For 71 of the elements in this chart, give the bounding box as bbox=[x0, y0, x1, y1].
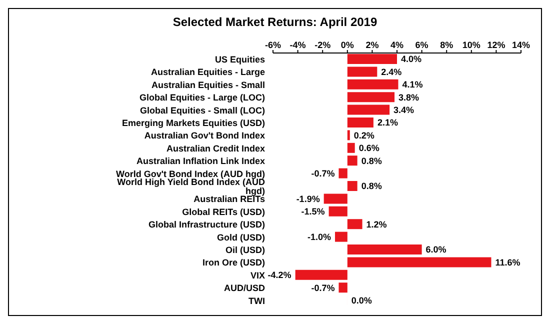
y-tick-label: Gold (USD) bbox=[217, 232, 265, 242]
data-label: -4.2% bbox=[268, 270, 292, 280]
data-label: -1.0% bbox=[307, 232, 331, 242]
data-label: 3.4% bbox=[394, 104, 414, 115]
data-label: 0.0% bbox=[351, 295, 372, 306]
bar bbox=[347, 244, 422, 254]
y-tick-label: Global REITs (USD) bbox=[182, 206, 265, 217]
y-tick-label: World High Yield Bond Index (AUD hgd) bbox=[117, 177, 266, 196]
bar bbox=[324, 194, 348, 204]
data-label: 0.8% bbox=[361, 156, 382, 166]
bar bbox=[335, 232, 348, 242]
bar bbox=[338, 168, 348, 178]
data-label: 11.6% bbox=[495, 257, 520, 268]
bar bbox=[347, 118, 374, 128]
y-tick-label: Australian Inflation Link Index bbox=[136, 156, 265, 166]
x-tick-label: 6% bbox=[415, 40, 428, 50]
x-tick-label: 12% bbox=[487, 40, 506, 50]
bar bbox=[347, 219, 362, 230]
y-tick-label: Australian REITs bbox=[194, 194, 265, 204]
bar bbox=[347, 257, 492, 268]
x-tick-label: 8% bbox=[440, 40, 454, 50]
data-label: 1.2% bbox=[366, 219, 387, 230]
x-tick-label: -2% bbox=[314, 40, 331, 50]
data-label: 0.2% bbox=[354, 130, 374, 140]
bar bbox=[347, 181, 358, 191]
y-tick-label: TWI bbox=[248, 296, 265, 306]
y-tick-label: Iron Ore (USD) bbox=[202, 258, 265, 268]
bar bbox=[347, 104, 390, 115]
x-tick-label: 4% bbox=[390, 40, 404, 50]
y-tick-label: Global Infrastructure (USD) bbox=[148, 220, 265, 230]
x-tick-label: 14% bbox=[512, 40, 530, 50]
data-label: 4.0% bbox=[401, 54, 422, 64]
x-tick-label: 0% bbox=[340, 40, 354, 50]
x-tick-label: 10% bbox=[462, 40, 480, 50]
y-tick-label: Emerging Markets Equities (USD) bbox=[122, 118, 265, 128]
x-tick-label: -6% bbox=[264, 40, 282, 50]
bar bbox=[328, 206, 348, 216]
y-tick-label: AUD/USD bbox=[224, 283, 266, 294]
data-label: 2.4% bbox=[381, 66, 402, 77]
y-tick-label: World Gov't Bond Index (AUD hgd) bbox=[116, 168, 265, 179]
data-label: 0.8% bbox=[361, 181, 382, 192]
x-tick-label: 2% bbox=[366, 40, 379, 50]
chart-title: Selected Market Returns: April 2019 bbox=[172, 14, 378, 31]
bar bbox=[347, 156, 358, 166]
y-tick-label: Oil (USD) bbox=[226, 245, 265, 256]
y-tick-label: Australian Credit Index bbox=[166, 143, 265, 154]
data-label: 3.8% bbox=[398, 92, 420, 102]
bar bbox=[347, 54, 397, 64]
bar bbox=[338, 282, 348, 293]
data-label: 2.1% bbox=[377, 118, 398, 128]
data-label: 4.1% bbox=[402, 80, 423, 90]
data-label: -1.5% bbox=[301, 206, 325, 217]
y-tick-label: Australian Gov't Bond Index bbox=[144, 130, 265, 141]
y-tick-label: US Equities bbox=[214, 54, 265, 65]
y-tick-label: Australian Equities - Small bbox=[151, 80, 265, 90]
data-label: -1.9% bbox=[296, 194, 320, 204]
y-tick-label: VIX bbox=[250, 270, 265, 280]
data-label: -0.7% bbox=[311, 282, 335, 293]
y-tick-label: Global Equities - Large (LOC) bbox=[139, 92, 265, 103]
bar bbox=[347, 142, 355, 153]
bar bbox=[295, 270, 348, 280]
bar bbox=[347, 79, 398, 90]
x-tick-label: -4% bbox=[290, 40, 306, 50]
bar bbox=[347, 66, 378, 77]
data-label: 6.0% bbox=[426, 244, 446, 255]
data-label: 0.6% bbox=[358, 143, 380, 154]
data-label: -0.7% bbox=[311, 168, 335, 178]
y-tick-label: Australian Equities - Large bbox=[150, 67, 265, 78]
bar bbox=[347, 130, 350, 140]
bar bbox=[347, 92, 395, 102]
y-tick-label: Global Equities - Small (LOC) bbox=[140, 105, 265, 116]
